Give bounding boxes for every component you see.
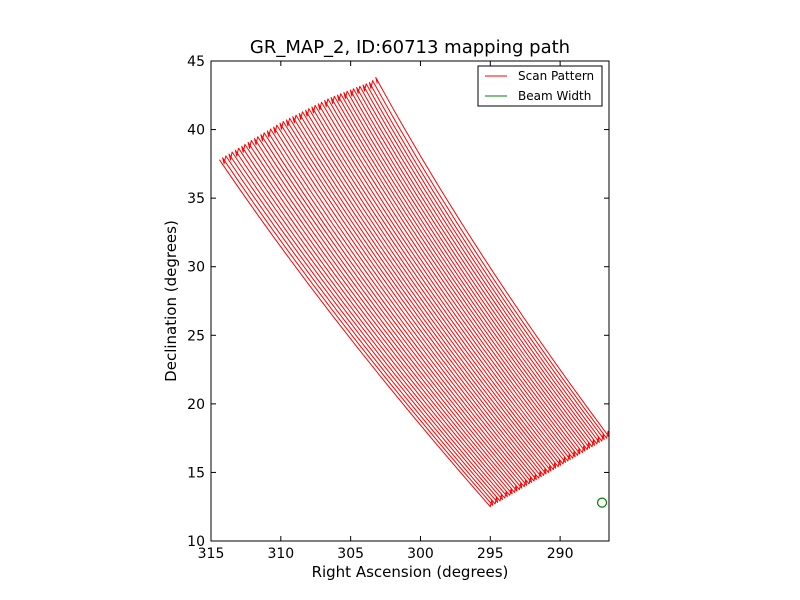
x-tick-label: 310 [267, 546, 294, 562]
y-axis: 10 15 20 25 30 35 40 45 [187, 54, 609, 550]
y-tick-label: 35 [187, 191, 205, 207]
scan-pattern-line [218, 77, 609, 508]
y-tick-label: 25 [187, 328, 205, 344]
chart-title: GR_MAP_2, ID:60713 mapping path [250, 37, 570, 58]
x-axis-label: Right Ascension (degrees) [312, 563, 509, 581]
scan-pattern-series [218, 77, 609, 508]
plot-frame [210, 60, 610, 542]
y-tick-label: 20 [187, 397, 205, 413]
y-tick-label: 40 [187, 123, 205, 139]
x-tick-label: 295 [477, 546, 504, 562]
beam-width-marker [596, 497, 608, 508]
beam-width-series [596, 497, 608, 508]
x-tick-label: 300 [407, 546, 434, 562]
y-tick-label: 10 [187, 534, 205, 550]
plot-area [218, 77, 609, 508]
y-tick-label: 15 [187, 465, 205, 481]
y-tick-label: 30 [187, 260, 205, 276]
y-axis-label: Declination (degrees) [162, 220, 180, 382]
x-tick-label: 290 [547, 546, 574, 562]
x-tick-label: 315 [198, 546, 225, 562]
x-tick-label: 305 [337, 546, 364, 562]
y-tick-label: 45 [187, 54, 205, 70]
legend-label-beam-width: Beam Width [518, 89, 591, 103]
legend: Scan Pattern Beam Width [477, 65, 603, 107]
x-axis: 315 310 305 300 295 290 [198, 61, 574, 562]
legend-label-scan-pattern: Scan Pattern [518, 69, 594, 83]
legend-box [477, 65, 603, 107]
